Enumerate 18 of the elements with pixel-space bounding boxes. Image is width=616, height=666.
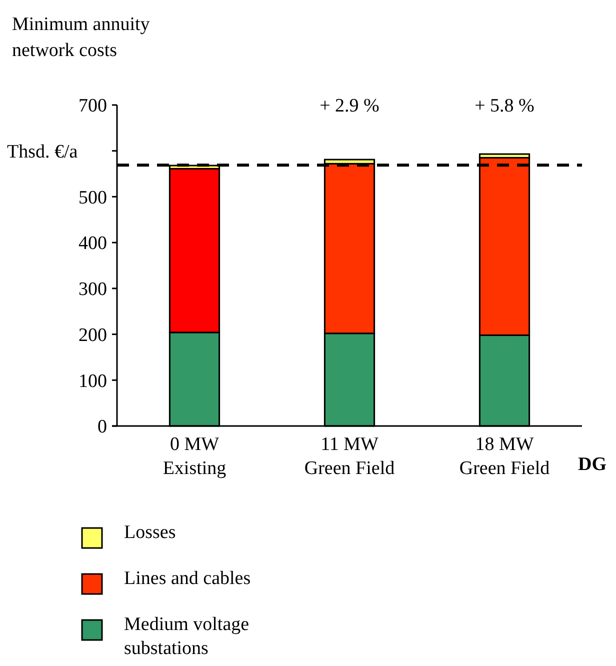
chart-title: Minimum annuity network costs [12,14,150,61]
y-tick-label: 0 [98,416,107,438]
x-tick-label: 0 MW Existing [162,434,227,479]
x-tick-label: 11 MW Green Field [304,434,396,479]
x-tick-label: 18 MW Green Field [459,434,550,479]
x-axis-title: DG [578,454,607,475]
annotation: + 5.8 % [474,96,535,117]
y-tick-label: 100 [78,370,107,392]
y-tick-label: 300 [78,279,107,300]
annotation: + 2.9 % [320,96,380,117]
y-tick-label: 700 [78,96,107,117]
legend-label: Lines and cables [124,568,251,589]
legend-label: Losses [124,522,176,543]
y-axis-title: Thsd. €/a [7,142,78,163]
legend-label: Medium voltage substations [124,614,250,659]
y-tick-label: 200 [78,324,107,346]
y-tick-label: 400 [78,233,107,254]
y-tick-label: 500 [78,187,107,208]
